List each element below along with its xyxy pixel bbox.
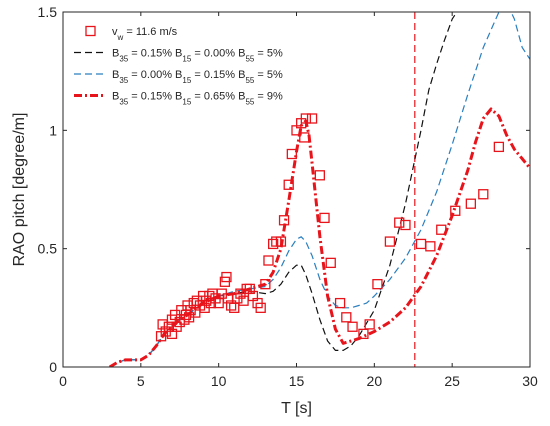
data-point	[306, 113, 318, 124]
legend-marker	[85, 25, 96, 37]
data-point	[394, 217, 405, 228]
data-point	[225, 300, 237, 311]
data-point	[400, 219, 411, 231]
data-point	[465, 198, 476, 209]
data-point	[255, 302, 266, 313]
data-point	[244, 283, 255, 295]
data-point	[372, 279, 383, 290]
x-tick-label: 20	[367, 373, 383, 389]
x-tick-label: 0	[59, 373, 67, 389]
data-point	[221, 271, 232, 283]
y-tick-label: 0.5	[38, 241, 58, 257]
data-point	[341, 312, 352, 323]
data-point	[450, 205, 461, 216]
data-point	[478, 189, 489, 200]
x-tick-label: 25	[444, 373, 460, 389]
x-tick-label: 5	[137, 373, 145, 389]
data-point	[163, 321, 175, 332]
data-point	[263, 255, 274, 266]
data-point	[347, 321, 358, 332]
legend-label: B35 = 0.00% B15 = 0.15% B55 = 5%	[112, 69, 283, 85]
series-layer	[108, 12, 530, 367]
data-point	[283, 179, 294, 190]
data-point	[334, 297, 346, 309]
legend: vw = 11.6 m/s B35 = 0.15% B15 = 0.00% B55…	[74, 25, 283, 107]
data-point	[267, 238, 279, 250]
x-axis-label: T [s]	[281, 400, 312, 417]
data-point	[364, 319, 375, 330]
data-point	[204, 290, 215, 302]
axes-layer: 0 5 10 15 20 25 30 0 0.5 1 1.5	[38, 4, 538, 389]
data-point	[260, 279, 271, 290]
data-point	[278, 215, 290, 226]
y-tick-label: 1.5	[38, 4, 58, 20]
y-axis-label: RAO pitch [degree/m]	[11, 113, 28, 267]
y-tick-label: 1	[49, 122, 57, 138]
x-tick-label: 30	[522, 373, 538, 389]
x-tick-label: 15	[289, 373, 305, 389]
data-point	[325, 257, 336, 269]
legend-label: B35 = 0.15% B15 = 0.00% B55 = 5%	[112, 48, 283, 64]
data-point	[299, 132, 310, 143]
data-point	[275, 236, 287, 247]
data-point	[358, 328, 369, 340]
data-point	[319, 212, 330, 224]
y-tick-label: 0	[49, 359, 57, 375]
x-tick-label: 10	[211, 373, 227, 389]
data-point	[286, 148, 297, 160]
data-point	[384, 236, 396, 247]
legend-label: vw = 11.6 m/s	[112, 26, 178, 42]
data-point	[300, 113, 311, 124]
data-point	[493, 141, 505, 153]
data-point	[425, 241, 436, 252]
legend-label: B35 = 0.15% B15 = 0.65% B55 = 9%	[112, 91, 283, 107]
data-point	[314, 170, 326, 181]
data-point	[436, 224, 447, 235]
